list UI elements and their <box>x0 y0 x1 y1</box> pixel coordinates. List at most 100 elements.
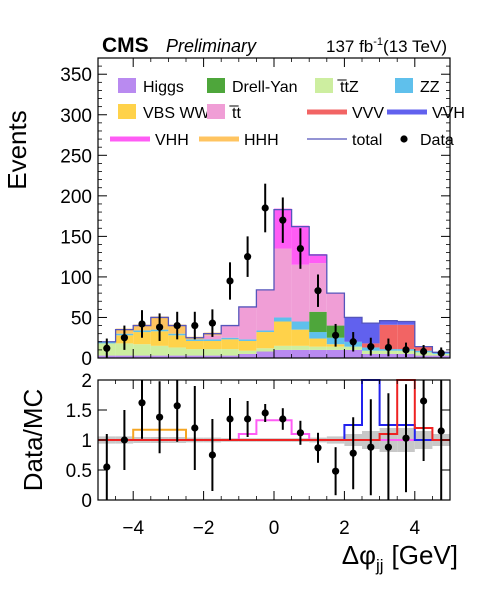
bar-higgs-13 <box>327 350 345 358</box>
data-point-4 <box>174 322 181 329</box>
ratio-panel: 0 0.5 1 1.5 2 −4 −2 0 2 4 <box>66 371 450 539</box>
bar-t-tz-3 <box>151 346 169 356</box>
ratio-point-1 <box>121 436 128 443</box>
ratio-point-9 <box>262 409 269 416</box>
bar-higgs-12 <box>309 350 327 358</box>
data-point-7 <box>226 277 233 284</box>
legend-swatch-zz <box>395 78 413 93</box>
main-ytick-label-200: 200 <box>60 187 92 208</box>
ratio-point-4 <box>174 402 181 409</box>
bar-vbs-ww-5 <box>186 341 204 349</box>
data-point-18 <box>420 348 427 355</box>
data-point-16 <box>385 344 392 351</box>
data-point-13 <box>332 332 339 339</box>
bar-t-tz-13 <box>327 347 345 350</box>
bar-t-tz-10 <box>274 346 292 350</box>
legend-label-t-t: t̅t <box>229 105 241 122</box>
lumi-exponent: -1 <box>373 36 383 48</box>
ratio-point-3 <box>156 414 163 421</box>
bar-zz-11 <box>292 322 310 330</box>
xtick-label-m2: −2 <box>193 518 215 539</box>
legend-entry-vbs-ww: VBS WW <box>118 104 211 122</box>
legend-label-vvh: VVH <box>432 105 465 122</box>
x-axis-symbol: Δφ <box>342 540 376 570</box>
x-axis-subscript: jj <box>375 556 384 575</box>
ratio-point-18 <box>420 397 427 404</box>
legend-swatch-higgs <box>118 78 136 93</box>
legend-entry-vvv: VVV <box>307 105 384 122</box>
bar-vbs-ww-8 <box>239 341 257 351</box>
legend-entry-t-tz: t̅tZ <box>315 78 359 96</box>
bar-zz-7 <box>221 338 239 340</box>
bar-vhh-12 <box>309 255 327 263</box>
xtick-label-m4: −4 <box>122 518 144 539</box>
data-point-19 <box>438 350 445 357</box>
ratio-ytick-label-1p5: 1.5 <box>66 401 92 422</box>
main-ytick-label-250: 250 <box>60 146 92 167</box>
bar-zz-8 <box>239 339 257 341</box>
x-axis: −4 −2 0 2 4 <box>116 380 433 539</box>
ratio-y-title: Data/MC <box>18 389 48 492</box>
energy-value: (13 TeV) <box>383 37 447 56</box>
bar-t-tz-2 <box>133 344 151 355</box>
legend-entry-vhh: VHH <box>110 132 189 149</box>
experiment-label: CMS <box>102 34 149 57</box>
status-label: Preliminary <box>166 36 257 56</box>
ratio-point-6 <box>209 451 216 458</box>
legend-label-vhh: VHH <box>155 132 189 149</box>
data-point-5 <box>191 322 198 329</box>
bar-t-t-10 <box>274 249 292 318</box>
main-ytick-label-350: 350 <box>60 65 92 86</box>
ratio-point-12 <box>314 444 321 451</box>
legend-entry-t-t: t̅t <box>207 104 241 122</box>
legend-label-t-tz: t̅tZ <box>337 79 359 96</box>
bar-t-t-11 <box>292 265 310 322</box>
data-point-11 <box>297 245 304 252</box>
main-ytick-label-0: 0 <box>81 349 92 370</box>
ratio-point-8 <box>244 415 251 422</box>
lumi-label: 137 fb-1(13 TeV) <box>326 36 447 56</box>
x-axis-unit: [GeV] <box>392 540 458 570</box>
bar-vbs-ww-9 <box>256 332 274 348</box>
x-axis-title: Δφjj [GeV] <box>342 540 458 575</box>
data-point-15 <box>367 343 374 350</box>
bar-vbs-ww-12 <box>309 339 327 347</box>
legend-swatch-vbs-ww <box>118 104 136 119</box>
bar-t-tz-8 <box>239 351 257 354</box>
bar-t-tz-6 <box>204 349 222 355</box>
legend: Higgs Drell-Yan t̅tZ ZZVBS WW t̅t VVV VVHVHH HH… <box>110 78 465 149</box>
bar-zz-10 <box>274 317 292 321</box>
data-point-2 <box>138 320 145 327</box>
bar-t-t-9 <box>256 290 274 331</box>
ratio-point-7 <box>226 415 233 422</box>
data-point-14 <box>350 338 357 345</box>
ratio-point-19 <box>438 427 445 434</box>
legend-label-zz: ZZ <box>420 79 440 96</box>
legend-label-data: Data <box>420 132 454 149</box>
bar-vbs-ww-6 <box>204 341 222 349</box>
data-point-0 <box>103 345 110 352</box>
bar-t-tz-12 <box>309 347 327 350</box>
data-point-12 <box>314 287 321 294</box>
lumi-value: 137 fb <box>326 37 373 56</box>
legend-entry-vvh: VVH <box>387 105 465 122</box>
main-ytick-label-50: 50 <box>71 308 92 329</box>
legend-swatch-t-t <box>207 104 225 119</box>
bar-t-tz-11 <box>292 346 310 350</box>
bar-t-tz-9 <box>256 348 274 351</box>
main-ytick-label-150: 150 <box>60 227 92 248</box>
legend-swatch-drell-yan <box>207 78 225 93</box>
legend-entry-higgs: Higgs <box>118 78 184 96</box>
legend-entry-total: total <box>307 132 382 149</box>
ratio-point-11 <box>297 429 304 436</box>
legend-label-total: total <box>352 132 382 149</box>
bar-zz-9 <box>256 330 274 332</box>
ratio-point-10 <box>279 415 286 422</box>
bar-t-t-7 <box>221 326 239 338</box>
xtick-label-2: 2 <box>339 518 350 539</box>
data-point-6 <box>209 320 216 327</box>
bar-vbs-ww-11 <box>292 330 310 346</box>
data-point-9 <box>262 204 269 211</box>
